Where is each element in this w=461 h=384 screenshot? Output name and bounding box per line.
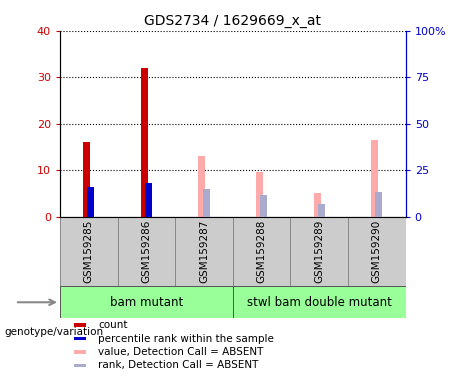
Bar [260,195,267,217]
Bar [141,68,148,217]
Bar [233,217,290,286]
Text: value, Detection Call = ABSENT: value, Detection Call = ABSENT [98,347,263,357]
Text: stwl bam double mutant: stwl bam double mutant [247,296,392,309]
Text: GSM159290: GSM159290 [372,220,382,283]
Bar [375,192,382,217]
Bar [198,156,206,217]
Bar [313,194,320,217]
Title: GDS2734 / 1629669_x_at: GDS2734 / 1629669_x_at [144,14,321,28]
Bar [371,140,378,217]
Bar [88,187,95,217]
Bar [145,183,152,217]
Text: GSM159289: GSM159289 [314,220,324,283]
Bar [290,217,348,286]
Bar [74,337,86,340]
Text: percentile rank within the sample: percentile rank within the sample [98,334,274,344]
Text: GSM159288: GSM159288 [257,220,266,283]
Text: GSM159285: GSM159285 [84,220,94,283]
Bar [83,142,90,217]
Bar [203,189,209,217]
Text: genotype/variation: genotype/variation [5,327,104,337]
Text: rank, Detection Call = ABSENT: rank, Detection Call = ABSENT [98,360,258,370]
Bar [233,286,406,318]
Bar [318,204,325,217]
Bar [74,323,86,327]
Text: count: count [98,320,127,330]
Bar [256,172,263,217]
Bar [175,217,233,286]
Bar [60,286,233,318]
Text: bam mutant: bam mutant [110,296,183,309]
Bar [118,217,175,286]
Bar [74,350,86,354]
Bar [60,217,118,286]
Text: GSM159286: GSM159286 [142,220,151,283]
Text: GSM159287: GSM159287 [199,220,209,283]
Bar [348,217,406,286]
Bar [74,364,86,367]
